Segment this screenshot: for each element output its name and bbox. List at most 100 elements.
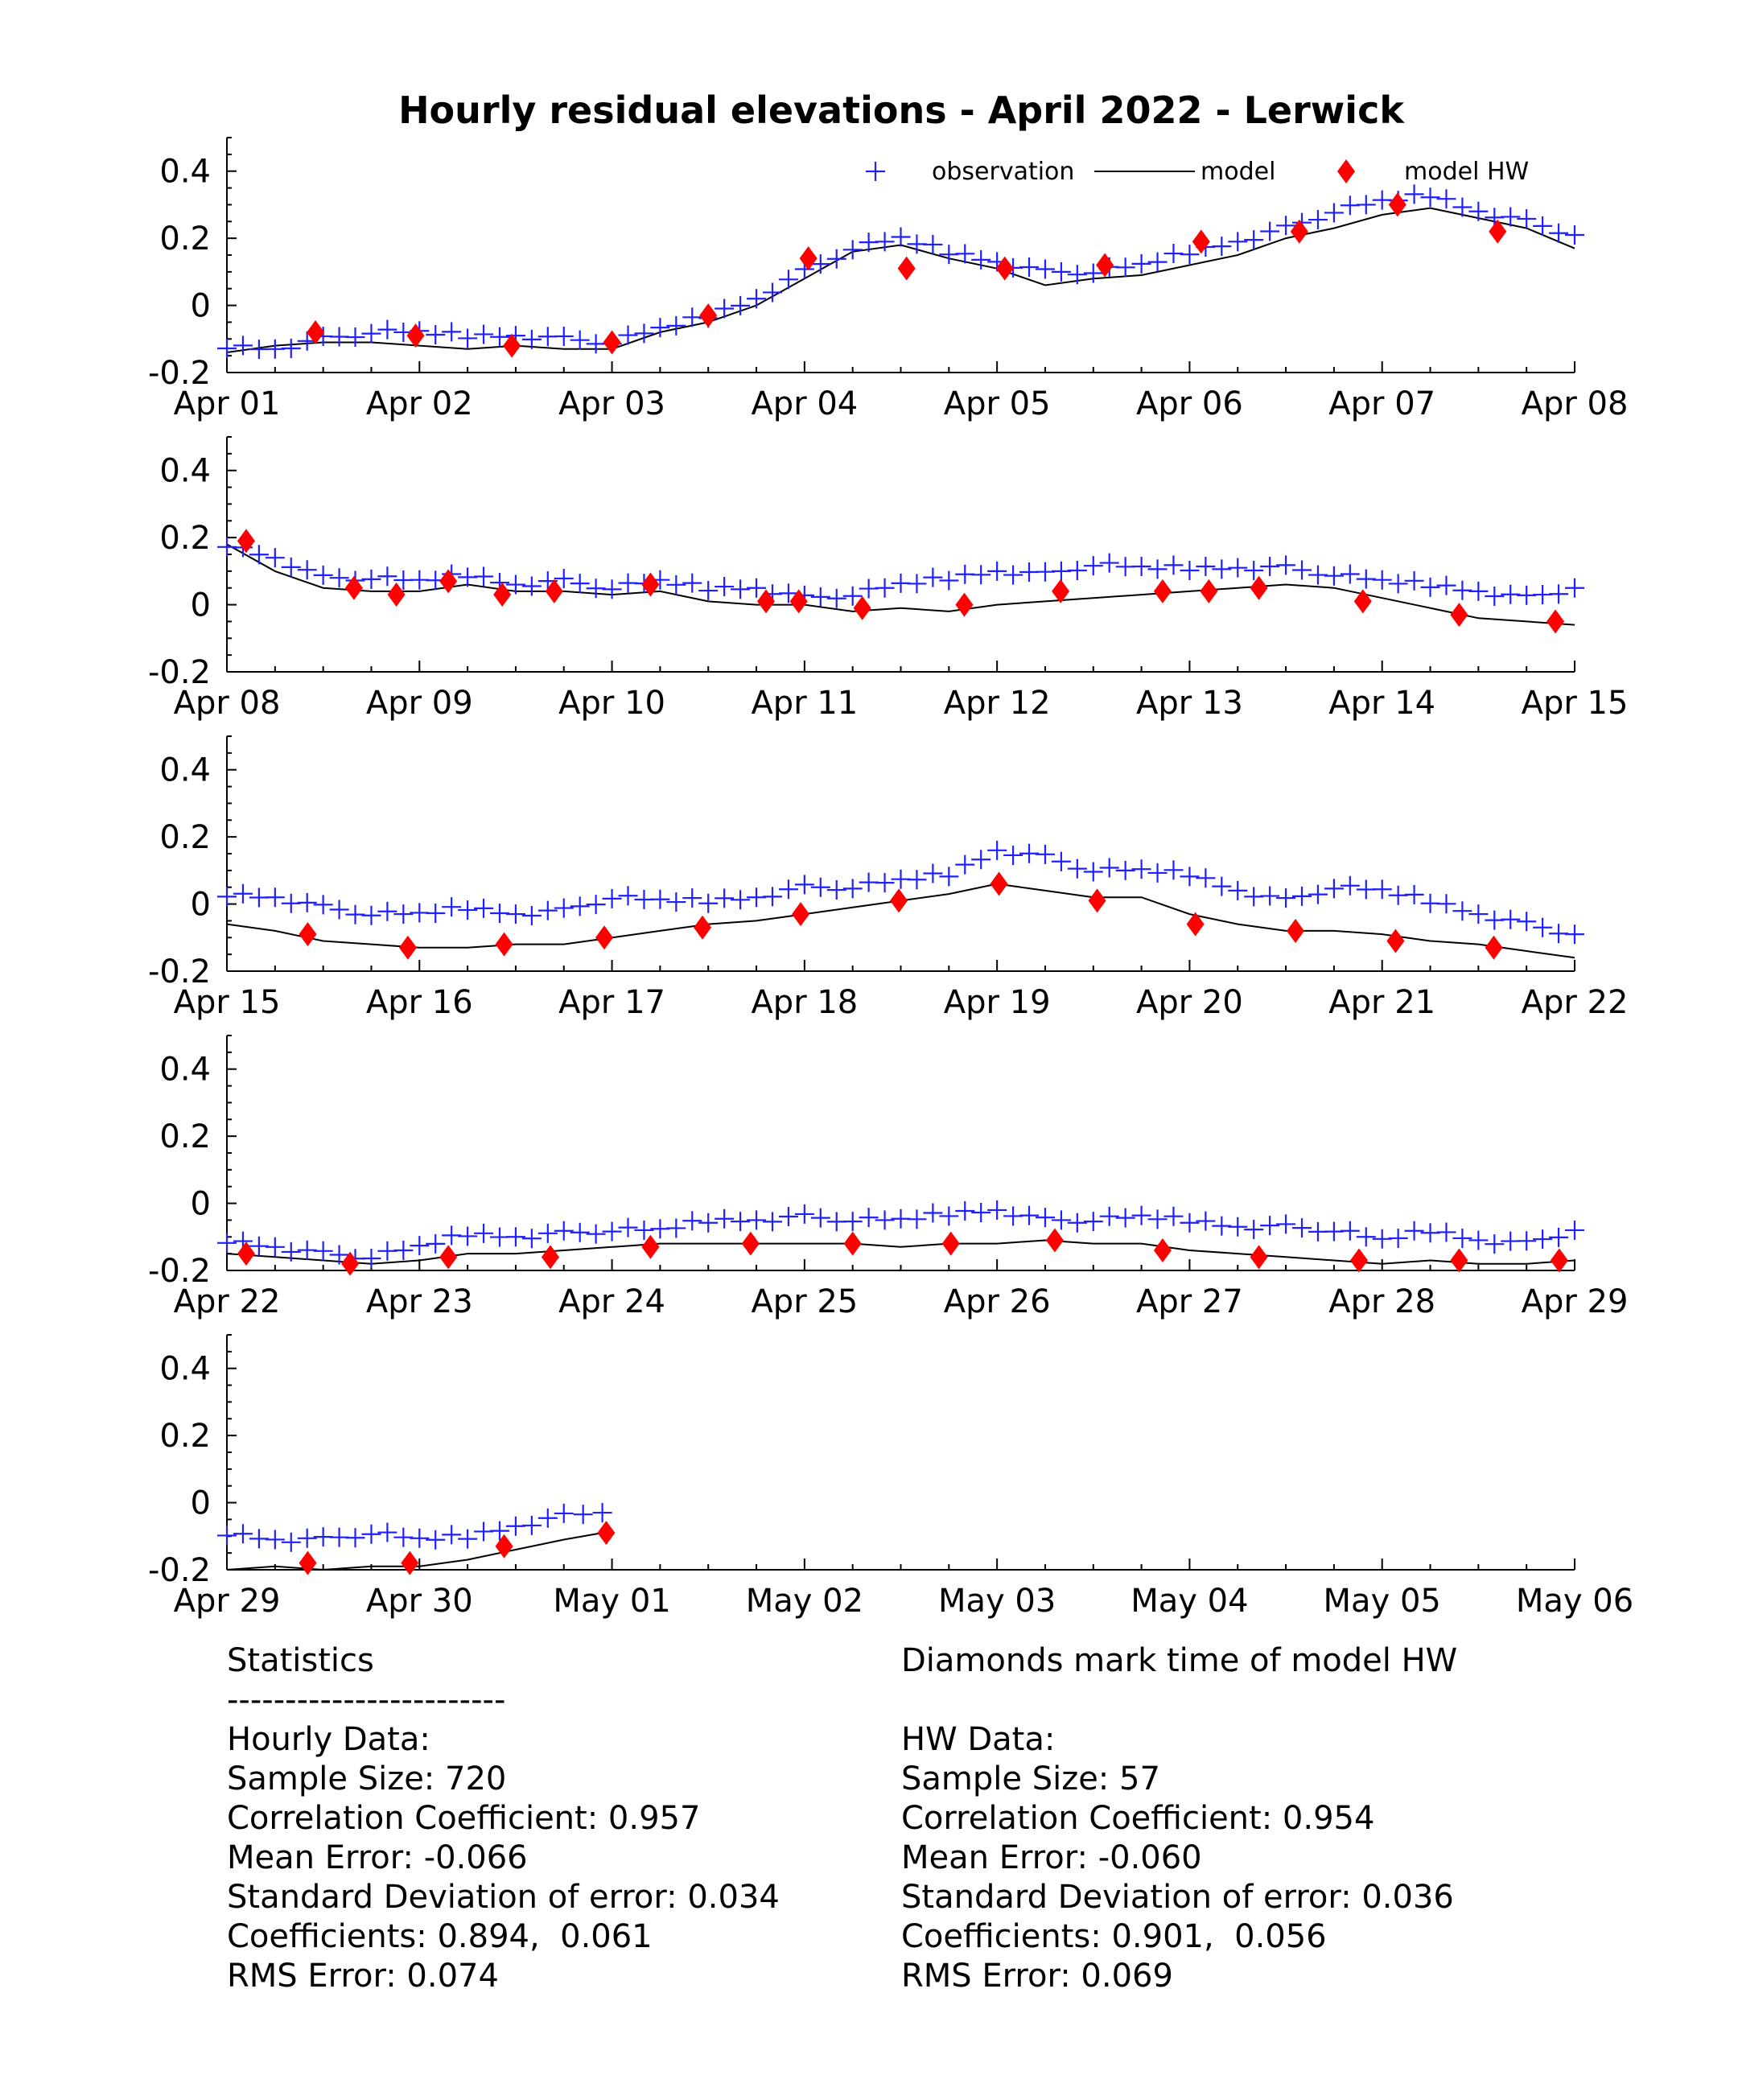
observation-point xyxy=(1501,207,1521,227)
observation-point xyxy=(265,548,285,568)
observation-point xyxy=(1308,210,1328,230)
model-hw-point xyxy=(1485,935,1503,960)
observation-point xyxy=(778,879,798,900)
observation-point xyxy=(458,328,478,348)
x-tick-label: Apr 20 xyxy=(1136,984,1243,1021)
observation-point xyxy=(474,566,494,587)
observation-point xyxy=(1099,858,1119,878)
observation-point xyxy=(778,270,798,290)
model-hw-point xyxy=(1388,192,1406,217)
observation-point xyxy=(313,1241,333,1261)
observation-point xyxy=(313,565,333,585)
observation-point xyxy=(810,1208,830,1228)
observation-point xyxy=(1212,237,1232,257)
observation-point xyxy=(1244,1220,1264,1240)
observation-point xyxy=(859,1208,879,1228)
observation-point xyxy=(698,893,719,913)
observation-point xyxy=(1180,245,1200,265)
model-hw-point xyxy=(1096,253,1114,278)
observation-point xyxy=(1388,574,1408,594)
stats-section-label: Hourly Data: xyxy=(227,1721,430,1758)
stats-rms: RMS Error: 0.069 xyxy=(901,1958,1173,1995)
observation-point xyxy=(778,1206,798,1226)
hw-statistics: Diamonds mark time of model HW HW Data: … xyxy=(901,1641,1457,1996)
y-tick-label: 0.2 xyxy=(159,520,211,557)
observation-point xyxy=(1276,888,1296,908)
model-hw-point xyxy=(237,529,255,554)
x-tick-label: Apr 25 xyxy=(751,1283,858,1320)
y-tick-label: -0.2 xyxy=(148,355,211,392)
observation-point xyxy=(442,1525,462,1545)
observation-point xyxy=(1083,556,1103,576)
observation-point xyxy=(1003,845,1023,865)
observation-point xyxy=(1228,880,1248,900)
observation-series xyxy=(217,1200,1584,1269)
observation-point xyxy=(233,336,253,356)
stats-section-label: HW Data: xyxy=(901,1721,1056,1758)
observation-point xyxy=(345,1528,365,1548)
observation-point xyxy=(1356,1227,1376,1247)
observation-point xyxy=(747,1210,767,1230)
model-hw-point xyxy=(792,902,810,927)
model-hw-point xyxy=(853,595,871,620)
observation-point xyxy=(810,254,830,274)
observation-point xyxy=(715,1209,735,1229)
observation-point xyxy=(1356,195,1376,215)
y-tick-label: 0 xyxy=(191,288,211,325)
observation-point xyxy=(618,1217,638,1237)
model-hw-point xyxy=(1450,1248,1468,1273)
observation-point xyxy=(666,892,686,912)
observation-point xyxy=(489,1521,509,1541)
observation-point xyxy=(939,1206,959,1226)
observation-point xyxy=(1452,580,1472,600)
model-hw-series xyxy=(237,1228,1568,1276)
observation-point xyxy=(1436,1222,1456,1242)
observation-point xyxy=(1485,587,1505,607)
stats-coefficients: Coefficients: 0.901, 0.056 xyxy=(901,1918,1327,1955)
model-hw-point xyxy=(387,583,406,607)
model-hw-point xyxy=(344,575,363,600)
observation-point xyxy=(1549,584,1569,604)
observation-point xyxy=(1003,565,1023,585)
x-tick-label: Apr 24 xyxy=(558,1283,665,1320)
stats-coefficients: Coefficients: 0.894, 0.061 xyxy=(227,1918,653,1955)
observation-point xyxy=(1067,1213,1087,1233)
model-hw-series xyxy=(299,1521,616,1575)
observation-point xyxy=(361,323,381,344)
observation-point xyxy=(1180,867,1200,887)
observation-point xyxy=(794,1204,814,1224)
observation-point xyxy=(554,1503,574,1523)
observation-point xyxy=(1163,1206,1184,1226)
observation-point xyxy=(249,1529,269,1549)
model-hw-point xyxy=(1250,1245,1268,1270)
observation-point xyxy=(489,327,509,347)
observation-point xyxy=(731,890,751,910)
observation-point xyxy=(442,322,462,342)
observation-point xyxy=(1131,859,1151,879)
x-tick-label: Apr 12 xyxy=(944,685,1051,722)
legend-model-hw-label: model HW xyxy=(1404,158,1529,186)
observation-point xyxy=(1051,851,1071,871)
observation-point xyxy=(505,904,525,924)
x-tick-label: Apr 13 xyxy=(1136,685,1243,722)
observation-point xyxy=(570,1222,590,1242)
x-tick-label: May 04 xyxy=(1131,1583,1248,1620)
y-tick-label: 0.4 xyxy=(159,752,211,789)
observation-point xyxy=(586,1224,606,1244)
observation-point xyxy=(1308,884,1328,904)
observation-point xyxy=(537,1508,558,1528)
model-hw-point xyxy=(1287,918,1305,943)
observation-point xyxy=(265,1237,285,1257)
observation-point xyxy=(715,299,735,319)
observation-point xyxy=(281,338,301,358)
x-tick-label: Apr 15 xyxy=(174,984,281,1021)
observation-point xyxy=(1404,570,1424,591)
model-hw-point xyxy=(1550,1248,1568,1273)
model-hw-point xyxy=(890,888,908,913)
model-hw-point xyxy=(401,1550,419,1575)
model-hw-series xyxy=(299,871,1503,960)
x-tick-label: Apr 26 xyxy=(944,1283,1051,1320)
observation-point xyxy=(1083,1212,1103,1232)
